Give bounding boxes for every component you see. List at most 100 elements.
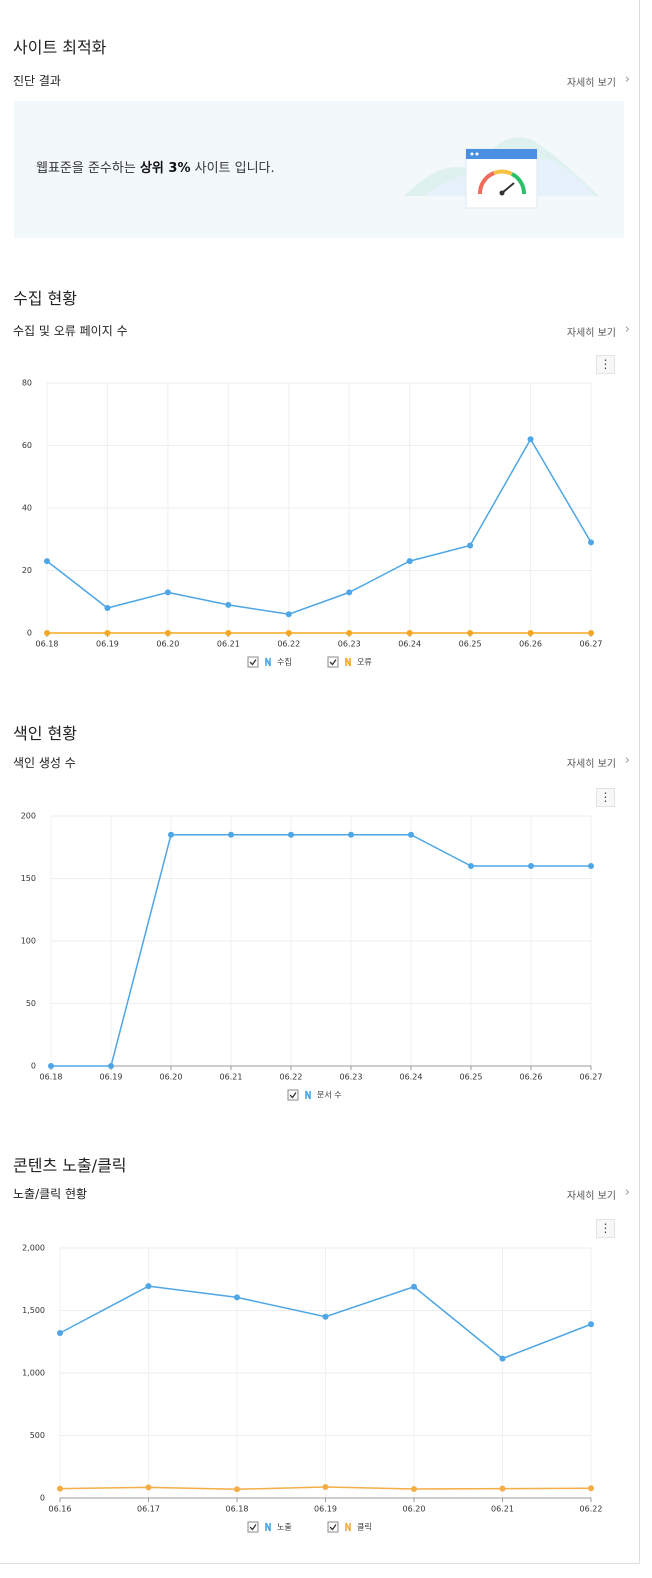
legend-checkbox[interactable] (287, 1089, 299, 1101)
x-tick-label: 06.24 (398, 640, 421, 649)
section-subtitle: 노출/클릭 현황 (13, 1187, 88, 1201)
data-point (528, 863, 534, 869)
x-tick-label: 06.21 (217, 640, 240, 649)
data-point (164, 630, 171, 636)
legend-label: 오류 (357, 658, 372, 667)
x-tick-label: 06.26 (519, 640, 542, 649)
legend-checkbox[interactable] (327, 1521, 339, 1533)
data-point (467, 542, 474, 549)
data-point (285, 630, 292, 636)
data-point (588, 1485, 594, 1492)
data-point (588, 539, 594, 546)
legend-check (329, 1524, 337, 1531)
data-point (145, 1283, 152, 1290)
legend-icon (305, 1090, 311, 1100)
x-tick-label: 06.22 (280, 1073, 303, 1082)
y-tick-label: 1,500 (22, 1306, 45, 1315)
data-point (108, 1063, 114, 1069)
section-title: 색인 현황 (13, 724, 77, 743)
legend-icon (265, 657, 271, 667)
legend-icon (345, 1522, 351, 1532)
detail-link[interactable]: 자세히 보기 (567, 753, 630, 770)
data-point (228, 831, 234, 838)
data-point (322, 1484, 329, 1490)
y-tick-label: 0 (40, 1494, 45, 1503)
y-tick-label: 200 (21, 812, 36, 821)
y-tick-label: 50 (26, 999, 36, 1008)
x-tick-label: 06.23 (340, 1073, 363, 1082)
legend-icon (265, 1522, 271, 1532)
y-tick-label: 0 (31, 1062, 36, 1071)
x-tick-label: 06.22 (277, 640, 300, 649)
banner-highlight: 상위 3% (139, 161, 191, 176)
data-point (468, 863, 474, 869)
x-tick-label: 06.20 (156, 640, 179, 649)
chart: 0 20 40 60 80 06.18 06.19 06.20 06.21 06.22 06.23 0… (22, 379, 602, 668)
data-point (411, 1486, 417, 1492)
data-point (225, 630, 232, 636)
x-tick-label: 06.18 (226, 1505, 249, 1514)
x-tick-label: 06.22 (580, 1505, 603, 1514)
data-point (588, 863, 594, 869)
y-tick-label: 500 (30, 1431, 45, 1440)
section-subtitle: 수집 및 오류 페이지 수 (13, 324, 128, 338)
detail-link[interactable]: 자세히 보기 (567, 72, 630, 89)
data-point (234, 1486, 240, 1493)
data-point (408, 831, 414, 838)
y-tick-label: 40 (22, 504, 32, 513)
data-point (346, 589, 353, 596)
x-tick-label: 06.21 (220, 1073, 243, 1082)
legend-checkbox[interactable] (247, 656, 259, 668)
section-subtitle: 색인 생성 수 (13, 756, 76, 770)
x-tick-label: 06.25 (459, 640, 482, 649)
x-tick-label: 06.20 (160, 1073, 183, 1082)
x-tick-label: 06.21 (491, 1505, 514, 1514)
chart-menu[interactable]: ⋮ (596, 355, 615, 374)
data-point (104, 630, 111, 636)
banner-illustration (404, 137, 599, 209)
legend-label: 문서 수 (317, 1091, 342, 1100)
legend-label: 노출 (277, 1522, 292, 1532)
data-point (168, 831, 174, 838)
data-point (499, 1355, 506, 1362)
legend-checkbox[interactable] (247, 1521, 259, 1533)
data-point (44, 630, 50, 636)
data-point (406, 630, 413, 636)
legend-checkbox[interactable] (327, 656, 339, 668)
y-tick-label: 60 (22, 441, 32, 450)
data-point (588, 1321, 594, 1328)
series-line (46, 437, 592, 616)
data-point (406, 558, 413, 565)
data-point (588, 630, 594, 636)
section-title: 콘텐츠 노출/클릭 (13, 1156, 127, 1175)
banner-suffix: 사이트 입니다. (194, 161, 275, 176)
detail-link[interactable]: 자세히 보기 (567, 322, 630, 339)
data-point (234, 1294, 240, 1301)
data-point (527, 436, 534, 443)
data-point (57, 1330, 63, 1336)
series-line (51, 834, 591, 1067)
section-subtitle: 진단 결과 (13, 74, 61, 88)
x-tick-label: 06.16 (49, 1505, 72, 1514)
chart-menu[interactable]: ⋮ (596, 788, 615, 807)
y-tick-label: 150 (21, 874, 36, 883)
x-tick-label: 06.23 (338, 640, 361, 649)
data-point (288, 831, 294, 838)
data-point (348, 831, 354, 838)
frame (0, 0, 640, 1564)
data-point (225, 601, 232, 608)
data-point (527, 630, 534, 636)
data-point (44, 558, 50, 565)
x-tick-label: 06.26 (520, 1073, 543, 1082)
detail-link[interactable]: 자세히 보기 (567, 1185, 630, 1202)
chart: 0 500 1,000 1,500 2,000 06.16 06.17 06.18 06.19 0… (22, 1244, 603, 1533)
chart-menu[interactable]: ⋮ (596, 1219, 615, 1238)
x-tick-label: 06.19 (314, 1505, 337, 1514)
x-tick-label: 06.19 (96, 640, 119, 649)
data-point (164, 589, 171, 596)
data-point (411, 1283, 417, 1290)
y-tick-label: 2,000 (22, 1244, 45, 1253)
x-tick-label: 06.27 (580, 1073, 603, 1082)
data-point (322, 1313, 329, 1320)
data-point (467, 630, 474, 636)
